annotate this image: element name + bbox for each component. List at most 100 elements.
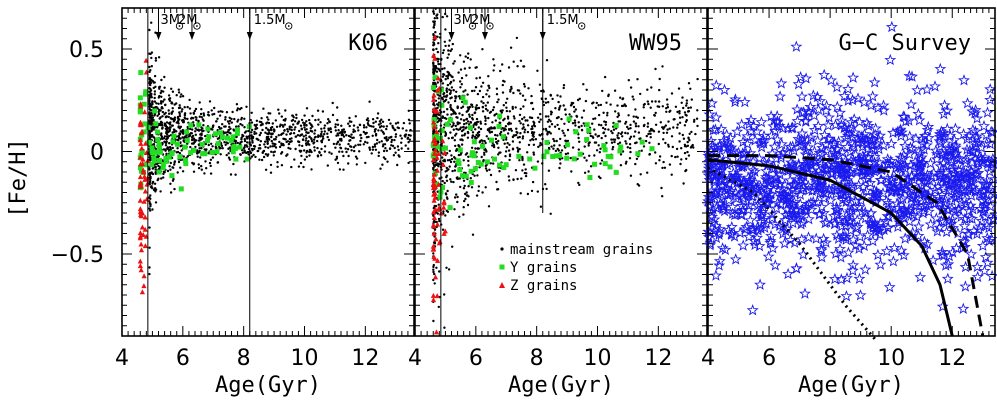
mainstream-grain-point [488,95,491,98]
mainstream-grain-point [173,128,176,132]
mainstream-grain-point [337,129,340,132]
survey-star-point [796,216,809,228]
mainstream-grain-point [654,162,658,165]
survey-star-point [899,232,912,244]
survey-star-point [940,225,953,238]
mainstream-grain-point [299,124,303,127]
z-grain-point [431,119,437,125]
mainstream-grain-point [685,157,688,160]
mainstream-grain-point [400,141,403,144]
mainstream-grain-point [683,151,687,155]
z-grain-point [441,200,447,206]
mainstream-grain-point [445,94,449,97]
mainstream-grain-point [463,199,466,203]
mainstream-grain-point [507,175,510,178]
mainstream-grain-point [257,138,260,142]
mainstream-grain-point [682,106,685,110]
mainstream-grain-point [464,55,467,58]
mainstream-grain-point [520,177,523,180]
y-grain-point [532,165,538,171]
z-grain-point [432,183,438,189]
mainstream-grain-point [328,151,331,154]
mainstream-grain-point [554,149,558,153]
survey-star-point [716,180,729,192]
mainstream-grain-point [523,171,527,175]
mainstream-grain-point [160,78,163,82]
survey-star-point [775,77,788,89]
mainstream-grain-point [148,120,151,124]
mainstream-grain-point [497,146,500,149]
mainstream-grain-point [396,121,400,124]
mainstream-grain-point [303,126,306,129]
z-grain-point [434,87,440,93]
mainstream-grain-point [564,152,568,156]
z-grain-point [441,204,447,210]
x-tick-label: 10 [584,346,612,371]
mainstream-grain-point [216,161,220,164]
mainstream-grain-point [172,166,175,169]
survey-star-point [936,127,949,139]
mainstream-grain-point [176,147,179,150]
mainstream-grain-point [350,133,353,136]
mainstream-grain-point [169,191,173,194]
survey-star-point [898,183,912,195]
survey-star-point [839,214,853,226]
mainstream-grain-point [444,12,447,16]
mainstream-grain-point [576,98,580,102]
mainstream-grain-point [441,15,444,19]
mainstream-grain-point [538,144,542,147]
survey-star-point [715,163,728,175]
mainstream-grain-point [685,102,688,105]
mainstream-grain-point [435,14,438,17]
z-grain-point [141,273,147,279]
mainstream-grain-point [394,135,397,138]
z-grain-point [432,141,438,147]
y-grain-point [443,145,448,151]
mainstream-grain-point [664,141,667,145]
mainstream-grain-point [531,137,534,141]
y-grain-point [489,137,494,143]
mainstream-grain-point [202,114,206,117]
y-grain-point [468,180,474,185]
z-grain-point [138,120,144,126]
mainstream-grain-point [450,180,453,183]
mainstream-grain-point [235,109,239,112]
y-grain-point [584,122,590,128]
mainstream-grain-point [549,93,552,97]
mainstream-grain-point [686,110,690,113]
mainstream-grain-point [153,93,156,96]
mainstream-grain-point [378,120,382,123]
mainstream-grain-point [642,106,645,109]
mainstream-grain-point [446,159,450,162]
y-grain-point [196,122,202,128]
survey-star-point [726,200,739,213]
mainstream-grain-point [354,155,358,158]
mainstream-grain-point [503,127,506,130]
mainstream-grain-point [181,95,185,98]
mainstream-grain-point [687,136,690,139]
panel-ww95-ticks: 4 6 8 10 12 [408,7,708,371]
mainstream-grain-point [148,137,152,140]
survey-star-point [762,191,775,204]
mainstream-grain-point [262,149,266,153]
mainstream-grain-point [462,125,465,129]
mainstream-grain-point [293,120,297,123]
z-grain-point [137,182,143,187]
z-grain-point [430,157,436,163]
survey-star-point [844,214,857,226]
mainstream-grain-point [165,152,168,155]
mainstream-grain-point [178,152,182,155]
mainstream-grain-point [446,189,449,193]
mainstream-grain-point [447,44,451,47]
mainstream-grain-point [198,115,201,118]
mainstream-grain-point [484,104,487,107]
mainstream-grain-point [148,80,151,84]
mainstream-grain-point [484,119,487,123]
survey-star-point [922,131,935,144]
mainstream-grain-point [277,134,280,137]
mainstream-grain-point [368,148,372,151]
mainstream-grain-point [148,226,151,229]
mainstream-grain-point [437,119,441,123]
mainstream-grain-point [478,89,482,93]
mainstream-grain-point [323,150,327,153]
